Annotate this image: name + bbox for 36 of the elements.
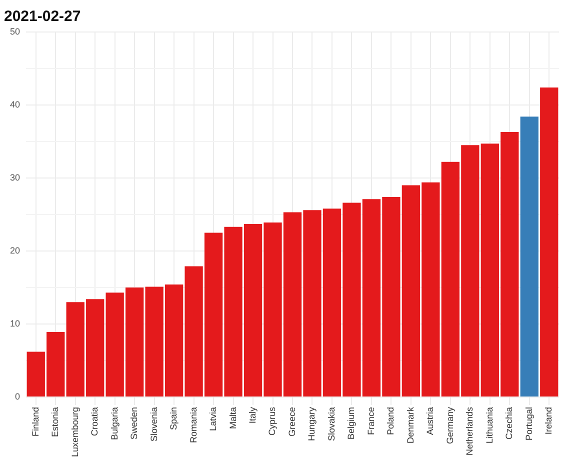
- x-tick-label: Finland: [30, 406, 40, 436]
- x-tick-label: Bulgaria: [109, 406, 120, 440]
- x-tick-label: Belgium: [346, 406, 356, 440]
- x-tick-label: Italy: [248, 406, 258, 424]
- x-tick-label: Greece: [286, 406, 297, 436]
- x-tick-label: Austria: [425, 406, 436, 435]
- y-tick-label: 20: [10, 245, 20, 256]
- x-tick-label: Malta: [228, 406, 238, 429]
- y-tick-label: 0: [14, 391, 20, 402]
- x-tick-label: Slovakia: [326, 406, 336, 441]
- y-tick-label: 40: [10, 99, 20, 110]
- bar: [540, 87, 558, 396]
- x-tick-label: Denmark: [405, 406, 416, 444]
- x-tick-label: Czechia: [504, 406, 514, 440]
- x-tick-label: Spain: [168, 406, 179, 430]
- y-tick-label: 50: [10, 26, 20, 36]
- chart-title: 2021-02-27: [4, 8, 81, 26]
- x-tick-label: Latvia: [208, 406, 218, 431]
- x-tick-label: Sweden: [129, 406, 140, 440]
- x-tick-label: Estonia: [50, 406, 60, 437]
- x-tick-label: Portugal: [524, 406, 534, 440]
- x-tick-label: Croatia: [90, 406, 100, 436]
- bar: [520, 116, 538, 396]
- x-tick-label: Cyprus: [267, 406, 278, 436]
- x-tick-label: Lithuania: [484, 406, 494, 444]
- x-tick-label: Netherlands: [464, 406, 475, 456]
- x-tick-label: Hungary: [306, 406, 317, 441]
- x-tick-label: Poland: [386, 406, 396, 435]
- x-tick-label: France: [366, 406, 376, 435]
- y-tick-label: 30: [10, 172, 20, 182]
- x-tick-label: Slovenia: [148, 406, 159, 442]
- x-tick-label: Romania: [188, 406, 198, 443]
- x-tick-label: Ireland: [544, 406, 554, 434]
- y-tick-label: 10: [10, 318, 20, 328]
- x-tick-label: Luxembourg: [70, 406, 80, 458]
- x-tick-label: Germany: [444, 406, 455, 444]
